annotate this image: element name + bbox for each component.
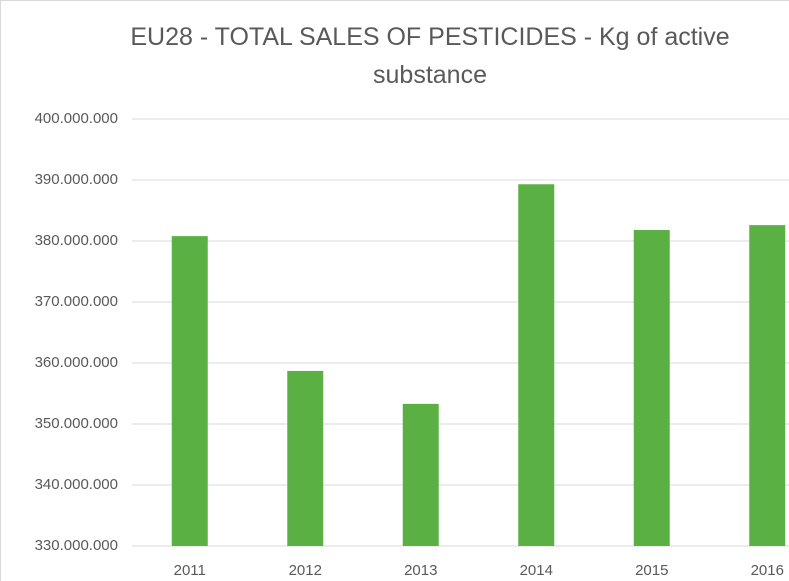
y-tick-label: 390.000.000 xyxy=(35,171,118,188)
bar xyxy=(518,184,555,546)
bar xyxy=(287,370,324,546)
x-tick-label: 2012 xyxy=(289,562,322,579)
y-tick-label: 350.000.000 xyxy=(35,415,118,432)
bar xyxy=(633,230,670,546)
y-tick-label: 360.000.000 xyxy=(35,354,118,371)
bar xyxy=(171,236,208,546)
y-tick-label: 400.000.000 xyxy=(35,110,118,127)
x-tick-label: 2014 xyxy=(520,562,553,579)
x-tick-label: 2016 xyxy=(751,562,784,579)
bar xyxy=(402,403,439,546)
y-tick-label: 380.000.000 xyxy=(35,232,118,249)
y-tick-label: 370.000.000 xyxy=(35,293,118,310)
y-tick-label: 340.000.000 xyxy=(35,476,118,493)
x-tick-label: 2015 xyxy=(635,562,668,579)
x-tick-label: 2011 xyxy=(174,562,206,579)
y-tick-label: 330.000.000 xyxy=(35,537,118,554)
bar xyxy=(749,225,786,546)
x-tick-label: 2013 xyxy=(404,562,437,579)
chart-title: EU28 - TOTAL SALES OF PESTICIDES - Kg of… xyxy=(130,23,730,89)
